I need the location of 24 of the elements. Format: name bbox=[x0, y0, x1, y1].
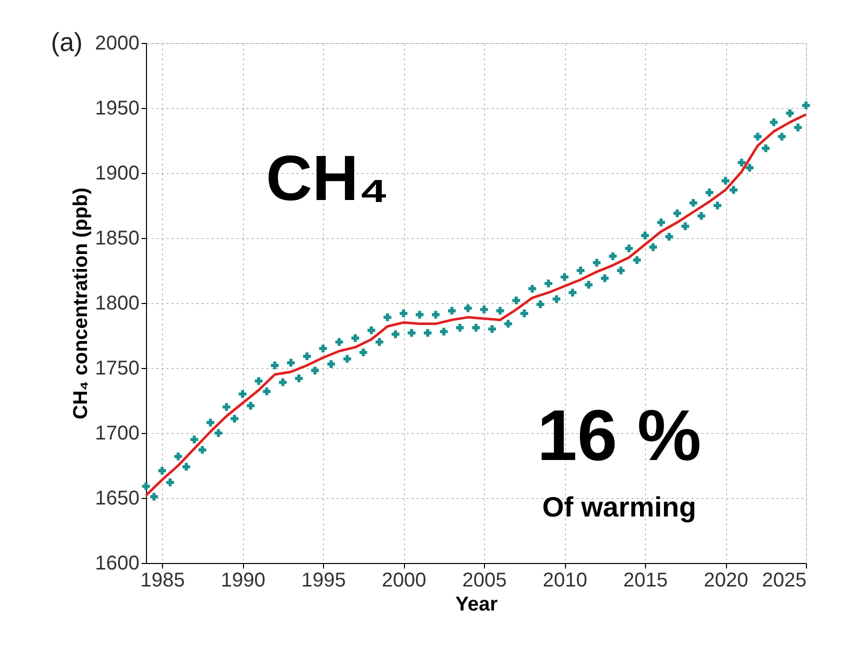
x-tick-label: 2000 bbox=[382, 570, 426, 592]
x-tick-label: 1995 bbox=[301, 570, 346, 592]
x-tick-label: 1985 bbox=[140, 570, 185, 592]
y-tick-label: 1850 bbox=[95, 228, 140, 250]
y-tick-label: 1900 bbox=[95, 162, 140, 184]
x-tick-label: 1990 bbox=[220, 570, 266, 592]
x-tick-label: 2015 bbox=[623, 570, 668, 592]
x-tick-label: 2025 bbox=[762, 570, 806, 592]
annotation: CH₄ bbox=[266, 142, 389, 214]
y-tick-label: 1950 bbox=[95, 98, 140, 120]
y-tick-label: 1800 bbox=[95, 292, 140, 314]
x-tick-label: 2010 bbox=[542, 570, 588, 592]
y-tick-label: 1750 bbox=[95, 358, 140, 380]
y-axis-title: CH₄ concentration (ppb) bbox=[70, 188, 92, 420]
annotation: 16 % bbox=[537, 396, 702, 476]
x-tick-label: 2020 bbox=[704, 570, 748, 592]
y-tick-label: 1650 bbox=[95, 488, 140, 510]
x-tick-label: 2005 bbox=[462, 570, 507, 592]
y-tick-label: 1600 bbox=[95, 552, 140, 574]
text: (a) bbox=[50, 27, 83, 57]
y-tick-label: 2000 bbox=[95, 32, 140, 54]
annotation: Of warming bbox=[542, 491, 696, 522]
x-axis-title: Year bbox=[455, 594, 498, 616]
y-tick-label: 1700 bbox=[95, 422, 140, 444]
